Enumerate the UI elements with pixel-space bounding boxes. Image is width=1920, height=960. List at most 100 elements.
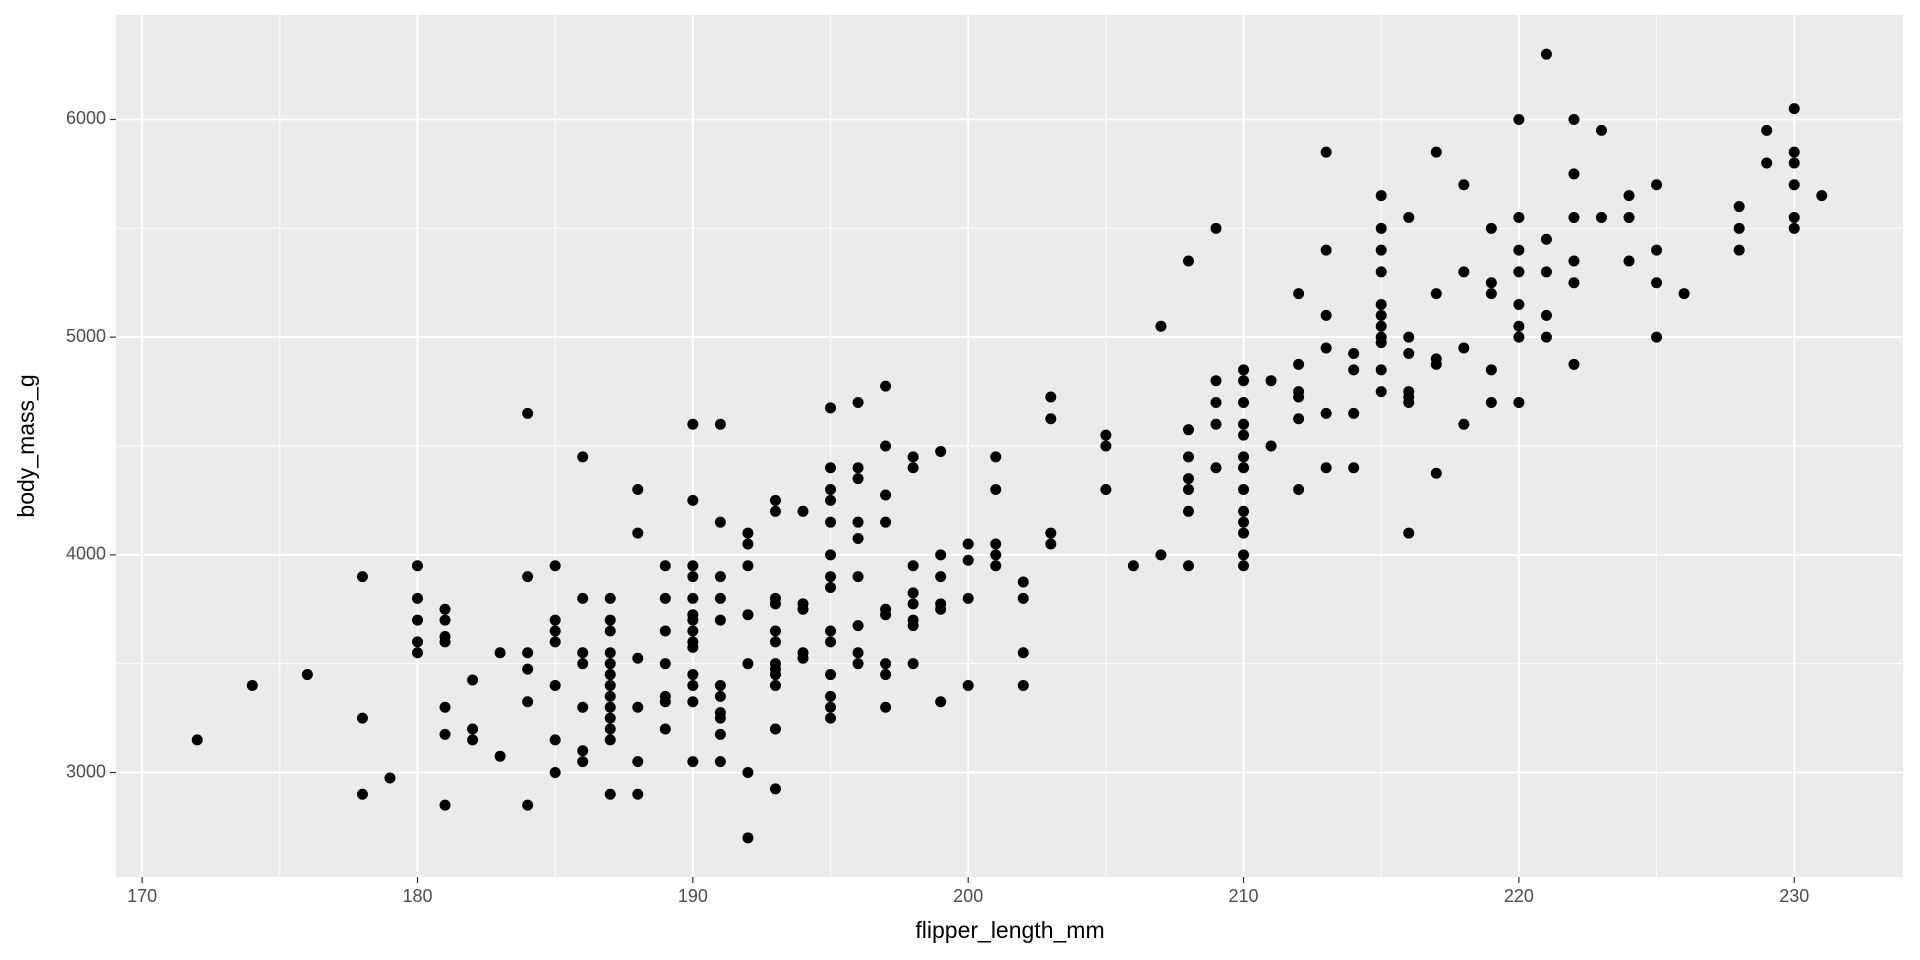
point [549,734,561,746]
point [1623,211,1635,223]
point [1320,146,1332,158]
point [1595,124,1607,136]
point [494,750,506,762]
point [962,592,974,604]
point [439,701,451,713]
point [1458,342,1470,354]
point [632,788,644,800]
point [1375,309,1387,321]
point [714,728,726,740]
point [1238,516,1250,528]
point [577,701,589,713]
point [852,473,864,485]
point [1540,48,1552,60]
point [467,734,479,746]
point [549,636,561,648]
point [1017,576,1029,588]
point [1100,484,1112,496]
point [1210,462,1222,474]
point [1265,440,1277,452]
point [852,396,864,408]
point [1513,113,1525,125]
point [825,581,837,593]
point [522,647,534,659]
point [907,587,919,599]
point [714,614,726,626]
point [825,712,837,724]
point [1458,418,1470,430]
point [714,571,726,583]
point [439,603,451,615]
point [1816,190,1828,202]
point [1045,413,1057,425]
point [1045,527,1057,539]
point [1430,358,1442,370]
point [907,462,919,474]
point [1540,266,1552,278]
point [439,614,451,626]
point [687,696,699,708]
point [1210,222,1222,234]
point [769,636,781,648]
point [1403,211,1415,223]
point [1127,560,1139,572]
point [852,658,864,670]
point [1568,255,1580,267]
point [1513,331,1525,343]
point [1293,413,1305,425]
point [1182,484,1194,496]
point [412,647,424,659]
point [714,679,726,691]
x-tick-label: 210 [1229,886,1259,906]
point [825,625,837,637]
point [714,592,726,604]
point [1348,364,1360,376]
point [687,494,699,506]
point [825,636,837,648]
point [604,658,616,670]
point [687,625,699,637]
point [1238,505,1250,517]
point [1651,179,1663,191]
point [604,690,616,702]
point [852,647,864,659]
point [577,592,589,604]
point [604,723,616,735]
point [742,527,754,539]
point [412,614,424,626]
point [880,440,892,452]
point [1788,222,1800,234]
point [1100,440,1112,452]
point [742,767,754,779]
point [1375,190,1387,202]
point [1375,266,1387,278]
point [1485,396,1497,408]
point [1210,418,1222,430]
point [1485,364,1497,376]
point [412,592,424,604]
point [825,516,837,528]
point [825,571,837,583]
point [825,494,837,506]
point [604,712,616,724]
point [1238,418,1250,430]
point [1210,375,1222,387]
point [301,669,313,681]
point [825,701,837,713]
point [852,620,864,632]
point [797,505,809,517]
point [659,592,671,604]
point [356,571,368,583]
point [1568,211,1580,223]
point [604,734,616,746]
point [1733,244,1745,256]
point [577,745,589,757]
point [1513,266,1525,278]
point [742,538,754,550]
point [1513,211,1525,223]
point [1265,375,1277,387]
point [439,728,451,740]
point [1182,451,1194,463]
point [769,625,781,637]
point [1458,266,1470,278]
